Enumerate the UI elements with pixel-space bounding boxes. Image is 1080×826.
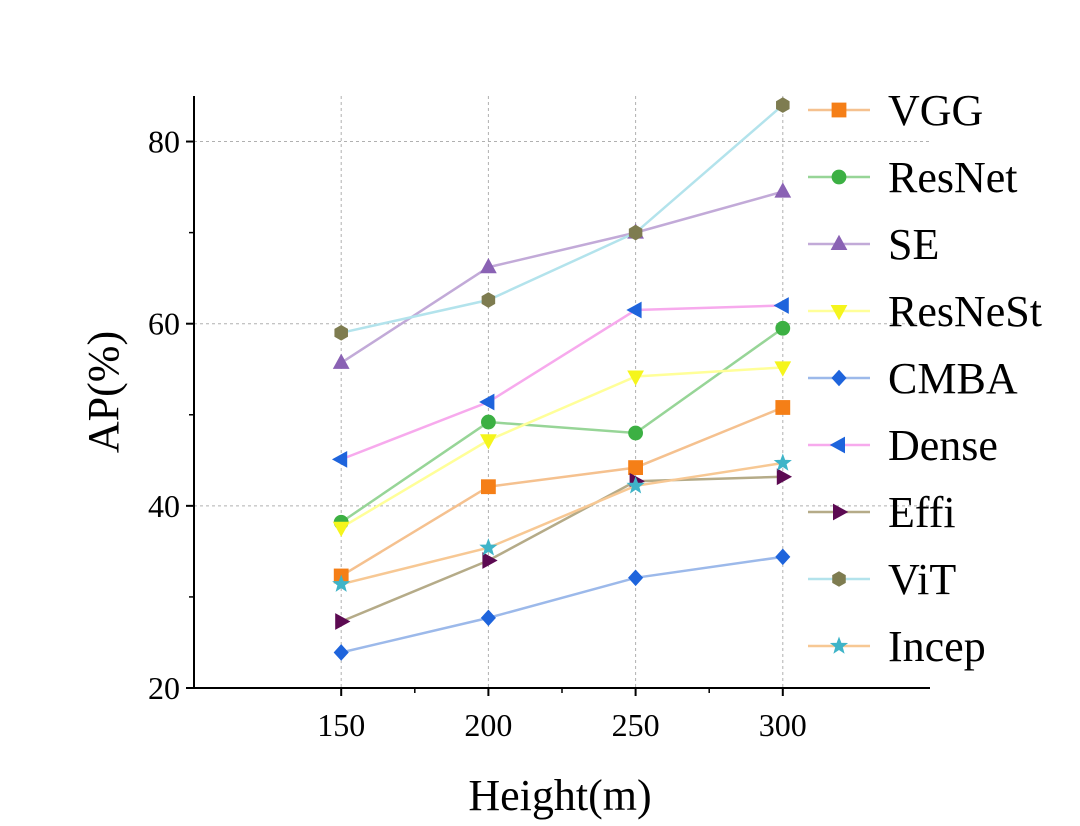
series-resnest	[332, 361, 792, 537]
x-tick-label: 250	[612, 707, 660, 743]
legend-label: CMBA	[888, 354, 1018, 403]
series-incep	[332, 453, 792, 592]
legend-swatch-marker	[831, 169, 847, 185]
series-line	[340, 406, 784, 578]
series-cmba	[333, 548, 791, 661]
series-effi	[335, 468, 793, 630]
data-point	[773, 297, 789, 314]
data-point	[479, 538, 498, 556]
grid-lines	[194, 96, 930, 688]
data-point	[479, 393, 495, 411]
series-se	[332, 182, 792, 369]
series-line	[340, 555, 783, 654]
y-axis-label: AP(%)	[79, 331, 128, 453]
data-point	[334, 324, 348, 341]
y-tick-label: 60	[148, 306, 180, 342]
data-point	[628, 224, 643, 241]
legend-entry-cmba: CMBA	[808, 354, 1018, 403]
data-point	[331, 451, 348, 468]
data-point	[480, 479, 496, 495]
legend-entry-effi: Effi	[808, 488, 956, 537]
x-tick-label: 150	[317, 707, 365, 743]
series-line	[340, 104, 784, 335]
x-tick-label: 300	[759, 707, 807, 743]
data-point	[774, 361, 792, 377]
legend-swatch-marker	[831, 369, 847, 387]
data-point	[481, 292, 496, 308]
series-layer	[331, 97, 793, 661]
legend-label: ResNeSt	[888, 287, 1042, 336]
data-point	[626, 476, 645, 494]
series-vit	[334, 97, 790, 341]
legend-label: ResNet	[888, 153, 1018, 202]
data-point	[480, 414, 496, 430]
data-point	[773, 453, 792, 471]
data-point	[332, 521, 350, 537]
data-point	[480, 434, 497, 450]
axes	[186, 96, 930, 696]
legend-swatch-marker	[833, 503, 849, 521]
legend-entry-vit: ViT	[808, 555, 956, 604]
series-line	[340, 461, 783, 586]
series-resnet	[333, 320, 791, 530]
data-point	[480, 609, 496, 627]
data-point	[628, 569, 644, 587]
data-point	[626, 301, 642, 319]
legend-entry-vgg: VGG	[808, 86, 983, 135]
data-point	[775, 548, 791, 566]
legend-entry-resnest: ResNeSt	[808, 287, 1042, 336]
legend-label: SE	[888, 220, 939, 269]
legend-swatch-marker	[829, 636, 849, 654]
data-point	[332, 574, 351, 592]
tick-labels: 20 40 60 80 150 200 250 300	[148, 124, 807, 743]
series-dense	[331, 297, 789, 468]
y-tick-label: 20	[148, 670, 180, 706]
y-tick-label: 80	[148, 124, 180, 160]
legend-swatch-marker	[830, 234, 848, 251]
y-tick-label: 40	[148, 488, 180, 524]
legend-label: ViT	[888, 555, 956, 604]
legend-swatch-marker	[830, 304, 848, 321]
series-line	[340, 327, 784, 524]
legend-swatch-marker	[829, 436, 845, 454]
data-point	[628, 425, 643, 441]
data-point	[774, 182, 792, 198]
series-line	[340, 190, 784, 364]
data-point	[776, 97, 790, 113]
data-point	[775, 400, 791, 415]
legend-label: Effi	[888, 488, 956, 537]
legend-entry-resnet: ResNet	[808, 153, 1018, 202]
data-point	[775, 320, 791, 336]
legend-entry-dense: Dense	[808, 421, 998, 470]
series-line	[340, 304, 783, 461]
series-line	[340, 475, 783, 623]
data-point	[335, 613, 351, 630]
data-point	[333, 644, 349, 661]
data-point	[482, 552, 498, 569]
legend-swatch-marker	[831, 102, 847, 118]
legend-label: VGG	[888, 86, 983, 135]
legend-swatch-marker	[832, 571, 846, 587]
legend: VGG ResNet SE ResNeSt CMBA Dense Effi ViT Incep	[808, 86, 1042, 671]
series-line	[340, 366, 783, 529]
data-point	[627, 370, 644, 386]
legend-label: Dense	[888, 421, 998, 470]
data-point	[776, 468, 793, 486]
legend-label: Incep	[888, 622, 986, 671]
data-point	[480, 257, 497, 274]
series-vgg	[333, 400, 791, 584]
x-axis-label: Height(m)	[468, 771, 651, 820]
x-tick-label: 200	[464, 707, 512, 743]
data-point	[332, 353, 350, 369]
data-point	[628, 460, 643, 475]
legend-entry-incep: Incep	[808, 622, 986, 671]
legend-entry-se: SE	[808, 220, 939, 269]
